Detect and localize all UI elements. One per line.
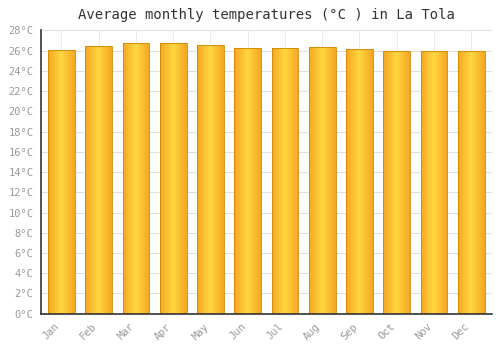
Bar: [420, 51, 448, 314]
Bar: [197, 44, 224, 314]
Bar: [346, 49, 373, 314]
Bar: [160, 43, 186, 314]
Title: Average monthly temperatures (°C ) in La Tola: Average monthly temperatures (°C ) in La…: [78, 8, 455, 22]
Bar: [384, 51, 410, 314]
Bar: [234, 48, 261, 314]
Bar: [309, 47, 336, 314]
Bar: [48, 50, 75, 314]
Bar: [122, 43, 150, 314]
Bar: [86, 46, 112, 314]
Bar: [458, 51, 484, 314]
Bar: [272, 48, 298, 314]
